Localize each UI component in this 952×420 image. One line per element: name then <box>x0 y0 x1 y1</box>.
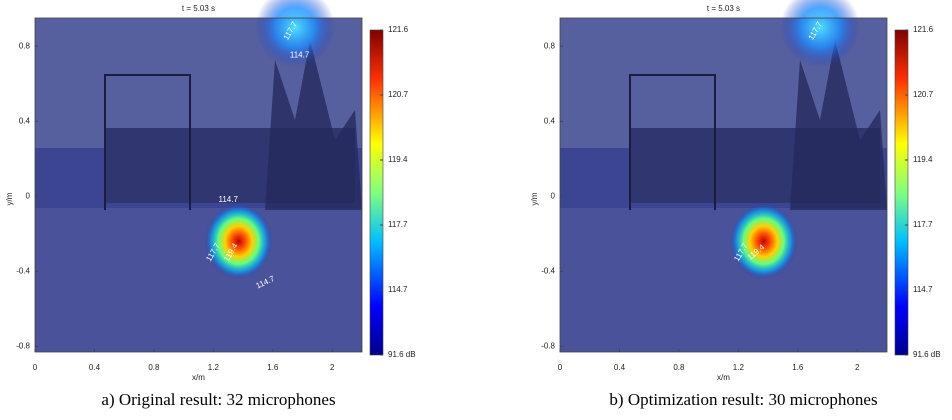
x-tick-label: 0.4 <box>614 363 626 372</box>
x-tick-label: 0.8 <box>673 363 685 372</box>
x-tick-label: 0 <box>558 363 563 372</box>
colorbar <box>370 30 383 355</box>
y-tick-label: 0.8 <box>19 41 31 50</box>
colorbar-tick-label: 117.7 <box>388 220 408 229</box>
y-axis-label: y/m <box>5 192 14 205</box>
x-tick-label: 0.4 <box>89 363 101 372</box>
title: t = 5.03 s <box>707 4 740 13</box>
y-tick-label: 0 <box>26 191 31 200</box>
caption: a) Original result: 32 microphones <box>101 390 335 409</box>
contour-label: 114.7 <box>219 195 239 204</box>
y-tick-label: -0.8 <box>16 341 30 350</box>
colorbar <box>895 30 908 355</box>
x-tick-label: 1.6 <box>792 363 804 372</box>
colorbar-tick-label: 114.7 <box>913 285 933 294</box>
colorbar-tick-label: 119.4 <box>913 155 933 164</box>
panel: t = 5.03 s x/m y/m 0 0.4 0.8 1.2 1.6 2 -0.8 -0.4 0 0… <box>530 0 940 409</box>
ground <box>35 208 362 352</box>
colorbar-tick-label: 121.6 <box>388 25 409 34</box>
y-axis-label: y/m <box>530 192 539 205</box>
x-tick-label: 0.8 <box>148 363 160 372</box>
caption: b) Optimization result: 30 microphones <box>609 390 877 409</box>
colorbar-tick-label: 120.7 <box>388 90 409 99</box>
y-tick-label: 0 <box>551 191 556 200</box>
x-tick-label: 1.6 <box>267 363 279 372</box>
x-tick-label: 0 <box>33 363 38 372</box>
x-axis-label: x/m <box>717 373 730 382</box>
x-tick-label: 1.2 <box>208 363 220 372</box>
x-tick-label: 2 <box>855 363 860 372</box>
colorbar-tick-label: 119.4 <box>388 155 408 164</box>
x-tick-label: 1.2 <box>733 363 745 372</box>
heat-source <box>205 203 273 279</box>
panel: t = 5.03 s x/m y/m 0 0.4 0.8 1.2 1.6 2 -0.8 -0.4 0 0… <box>5 0 415 409</box>
y-tick-label: -0.4 <box>16 266 30 275</box>
ground <box>560 208 887 352</box>
y-tick-label: -0.8 <box>541 341 555 350</box>
colorbar-tick-label: 91.6 dB <box>388 350 416 359</box>
y-tick-label: 0.4 <box>19 116 31 125</box>
figure: t = 5.03 s x/m y/m 0 0.4 0.8 1.2 1.6 2 -0.8 -0.4 0 0… <box>0 0 952 415</box>
contour-label: 114.7 <box>290 51 310 60</box>
x-axis-label: x/m <box>192 373 205 382</box>
title: t = 5.03 s <box>182 4 215 13</box>
colorbar-tick-label: 120.7 <box>913 90 934 99</box>
y-tick-label: -0.4 <box>541 266 555 275</box>
colorbar-tick-label: 121.6 <box>913 25 934 34</box>
colorbar-tick-label: 114.7 <box>388 285 408 294</box>
colorbar-tick-label: 117.7 <box>913 220 933 229</box>
x-tick-label: 2 <box>330 363 335 372</box>
heat-source <box>730 203 798 279</box>
heat-top <box>780 0 860 67</box>
colorbar-tick-label: 91.6 dB <box>913 350 941 359</box>
y-tick-label: 0.8 <box>544 41 556 50</box>
y-tick-label: 0.4 <box>544 116 556 125</box>
